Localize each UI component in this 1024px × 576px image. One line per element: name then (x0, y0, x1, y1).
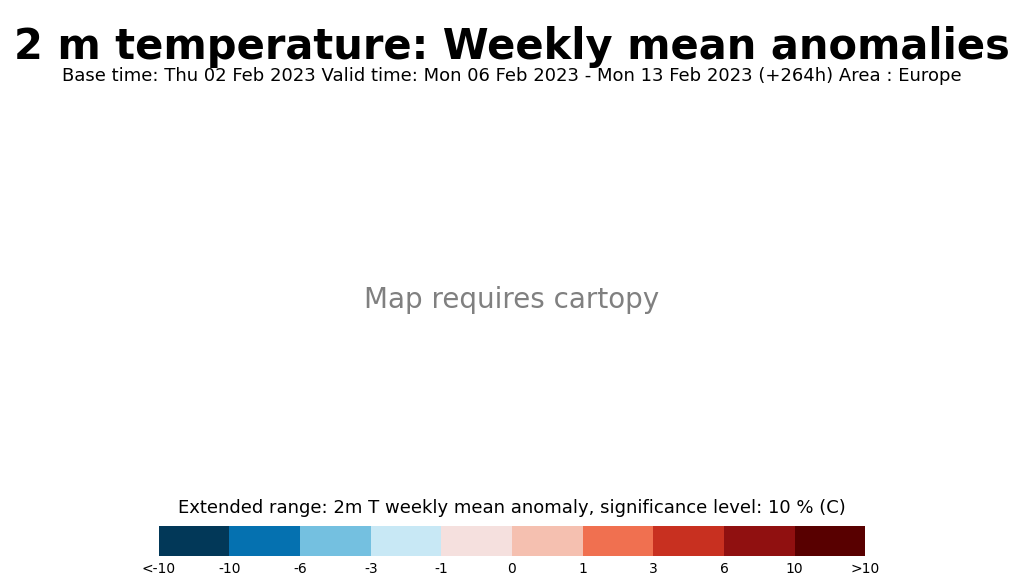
Text: 1: 1 (579, 562, 587, 576)
Text: >10: >10 (851, 562, 880, 576)
Text: Base time: Thu 02 Feb 2023 Valid time: Mon 06 Feb 2023 - Mon 13 Feb 2023 (+264h): Base time: Thu 02 Feb 2023 Valid time: M… (62, 67, 962, 85)
Bar (512, 526, 583, 556)
Text: 10: 10 (785, 562, 804, 576)
Text: 0: 0 (508, 562, 516, 576)
Text: -10: -10 (218, 562, 241, 576)
Bar (795, 526, 865, 556)
Text: Extended range: 2m T weekly mean anomaly, significance level: 10 % (C): Extended range: 2m T weekly mean anomaly… (178, 499, 846, 517)
Bar (583, 526, 653, 556)
Text: Map requires cartopy: Map requires cartopy (365, 286, 659, 313)
Text: -3: -3 (364, 562, 378, 576)
Bar (724, 526, 795, 556)
Bar (441, 526, 512, 556)
Bar (300, 526, 371, 556)
Text: -6: -6 (293, 562, 307, 576)
Text: <-10: <-10 (141, 562, 176, 576)
Bar (159, 526, 229, 556)
Bar (653, 526, 724, 556)
Text: 6: 6 (720, 562, 728, 576)
Bar (229, 526, 300, 556)
Text: 2 m temperature: Weekly mean anomalies: 2 m temperature: Weekly mean anomalies (14, 26, 1010, 68)
Text: 3: 3 (649, 562, 657, 576)
Text: -1: -1 (434, 562, 449, 576)
Bar (371, 526, 441, 556)
